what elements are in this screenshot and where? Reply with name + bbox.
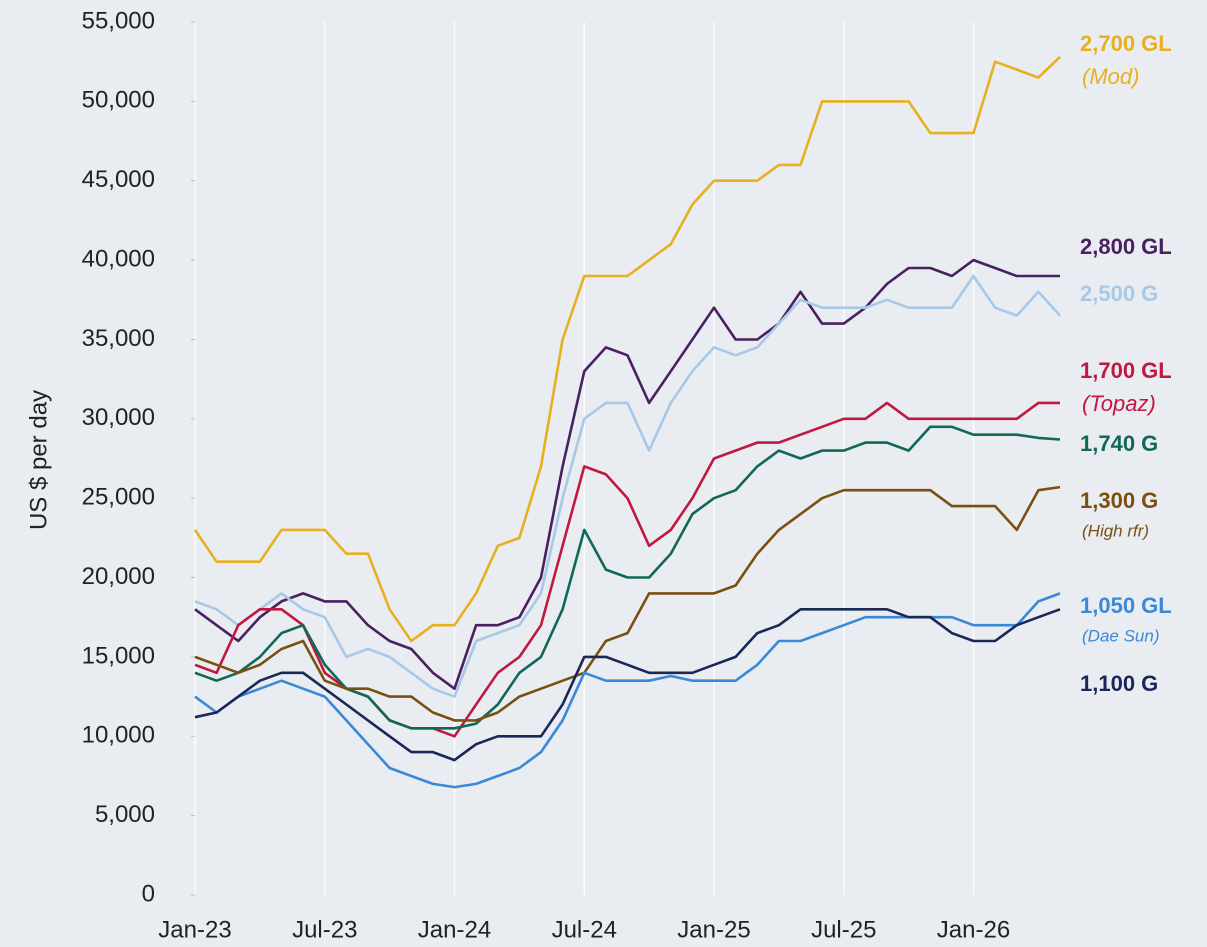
legend-note: (Topaz) (1082, 391, 1156, 416)
x-tick-label: Jan-23 (158, 916, 231, 943)
y-tick-label: 50,000 (82, 87, 155, 114)
legend-label: 2,800 GL (1080, 234, 1172, 259)
legend-note: (Dae Sun) (1082, 626, 1159, 645)
series-line (194, 274, 1061, 698)
series-line (194, 485, 1061, 722)
y-tick-label: 15,000 (82, 642, 155, 669)
legend-label: 1,050 GL (1080, 593, 1172, 618)
x-tick-label: Jul-23 (292, 916, 357, 943)
series-line (194, 425, 1061, 730)
legend-label: 2,500 G (1080, 281, 1158, 306)
y-tick-label: 25,000 (82, 484, 155, 511)
legend-label: 1,100 G (1080, 671, 1158, 696)
y-tick-label: 10,000 (82, 722, 155, 749)
x-tick-label: Jul-25 (811, 916, 876, 943)
legend-note: (Mod) (1082, 64, 1139, 89)
series-line (193, 55, 1061, 643)
x-tick-label: Jan-26 (937, 916, 1010, 943)
y-tick-label: 20,000 (82, 563, 155, 590)
y-tick-label: 35,000 (82, 325, 155, 352)
y-axis-label: US $ per day (25, 390, 52, 530)
legend-label: 2,700 GL (1080, 31, 1172, 56)
series-line (194, 608, 1061, 762)
legend-label: 1,740 G (1080, 431, 1158, 456)
x-tick-label: Jul-24 (552, 916, 617, 943)
y-tick-label: 0 (142, 880, 155, 907)
legend-note: (High rfr) (1082, 521, 1149, 540)
x-tick-label: Jan-25 (677, 916, 750, 943)
y-tick-label: 45,000 (82, 166, 155, 193)
y-tick-label: 30,000 (82, 404, 155, 431)
series-line (194, 401, 1060, 738)
x-tick-label: Jan-24 (418, 916, 491, 943)
y-tick-label: 40,000 (82, 245, 155, 272)
legend-label: 1,700 GL (1080, 358, 1172, 383)
legend-label: 1,300 G (1080, 488, 1158, 513)
y-tick-label: 5,000 (95, 801, 155, 828)
series-line (194, 258, 1060, 690)
y-tick-label: 55,000 (82, 7, 155, 34)
